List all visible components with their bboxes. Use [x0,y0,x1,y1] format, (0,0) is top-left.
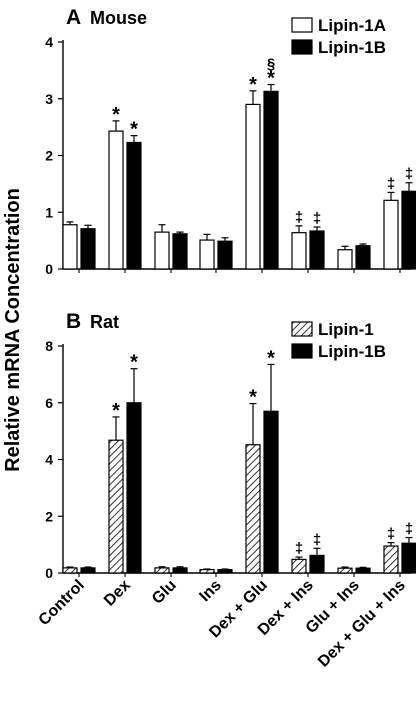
x-tick-label: Ins [196,577,224,605]
bar [172,567,188,574]
significance-marker: * [267,347,275,369]
significance-marker: ‡ [405,521,413,538]
panel-b-rat: B Rat 0 2 4 6 8 * * ‡ ‡ * * ‡ ‡ Lipin-1 Lipin-1B [45,310,416,581]
bar [154,231,170,270]
legend-swatch [291,39,313,55]
significance-marker: * [112,400,120,422]
bar [62,224,78,270]
bar [126,141,142,270]
legend-swatch [291,321,313,337]
significance-marker: ‡ [295,540,303,557]
bar [80,567,96,574]
y-tick-label: 1 [45,204,53,220]
series-1: * * ‡ ‡ [62,74,399,270]
legend-label: Lipin-1B [318,38,386,57]
legend-label: Lipin-1A [318,16,386,35]
y-tick-label: 3 [45,91,53,107]
significance-marker: ‡ [313,531,321,548]
x-tick-label: Dex + Glu + Ins [315,577,409,671]
bar [291,232,307,270]
legend-label: Lipin-1 [318,320,374,339]
panel-letter: B [66,310,81,333]
y-tick-label: 4 [45,34,53,50]
bar [62,567,78,574]
significance-marker: * [249,387,257,409]
bar [217,568,233,574]
legend: Lipin-1 Lipin-1B [291,320,386,361]
series-2: * * ‡ ‡ [80,347,416,574]
bar [217,240,233,270]
significance-marker: § [267,56,275,73]
bar [80,228,96,270]
x-tick-label: Glu [149,577,180,608]
series-2: **§‡‡ [80,56,416,270]
bar [309,554,325,574]
significance-marker: * [267,68,275,90]
panel-title: Mouse [90,8,147,28]
legend-swatch [291,343,313,359]
bar [199,239,215,270]
legend-swatch [291,17,313,33]
bar [309,230,325,270]
bar [154,567,170,574]
bar [172,233,188,270]
legend: Lipin-1A Lipin-1B [291,16,386,57]
significance-marker: ‡ [295,209,303,226]
series-1: * * ‡ ‡ [62,387,399,574]
bar [355,567,371,574]
significance-marker: ‡ [405,166,413,183]
y-tick-label: 6 [45,395,53,411]
significance-marker: ‡ [387,175,395,192]
significance-marker: ‡ [313,210,321,227]
bar [355,245,371,270]
y-tick-label: 8 [45,338,53,354]
y-tick-label: 2 [45,508,53,524]
bar [337,249,353,270]
bar [401,542,416,574]
significance-marker: ‡ [387,526,395,543]
bar [245,444,261,574]
x-tick-label: Control [36,577,88,629]
y-tick-label: 2 [45,148,53,164]
significance-marker: * [112,104,120,126]
bar [108,130,124,270]
bar [245,103,261,270]
bar [199,568,215,574]
bar [263,90,279,270]
y-axis-label: Relative mRNA Concentration [2,188,24,472]
bar [108,439,124,574]
bar [383,199,399,270]
significance-marker: * [249,74,257,96]
bar [126,402,142,574]
panel-letter: A [66,6,81,29]
panel-title: Rat [90,312,119,332]
y-tick-label: 0 [45,261,53,277]
y-tick-label: 0 [45,565,53,581]
significance-marker: * [130,352,138,374]
x-tick-label: Dex [101,577,134,610]
bar [401,190,416,270]
significance-marker: * [130,119,138,141]
legend-label: Lipin-1B [318,342,386,361]
y-tick-label: 4 [45,452,53,468]
bar [263,410,279,574]
bar [337,567,353,574]
bar [383,545,399,574]
bar [291,558,307,574]
